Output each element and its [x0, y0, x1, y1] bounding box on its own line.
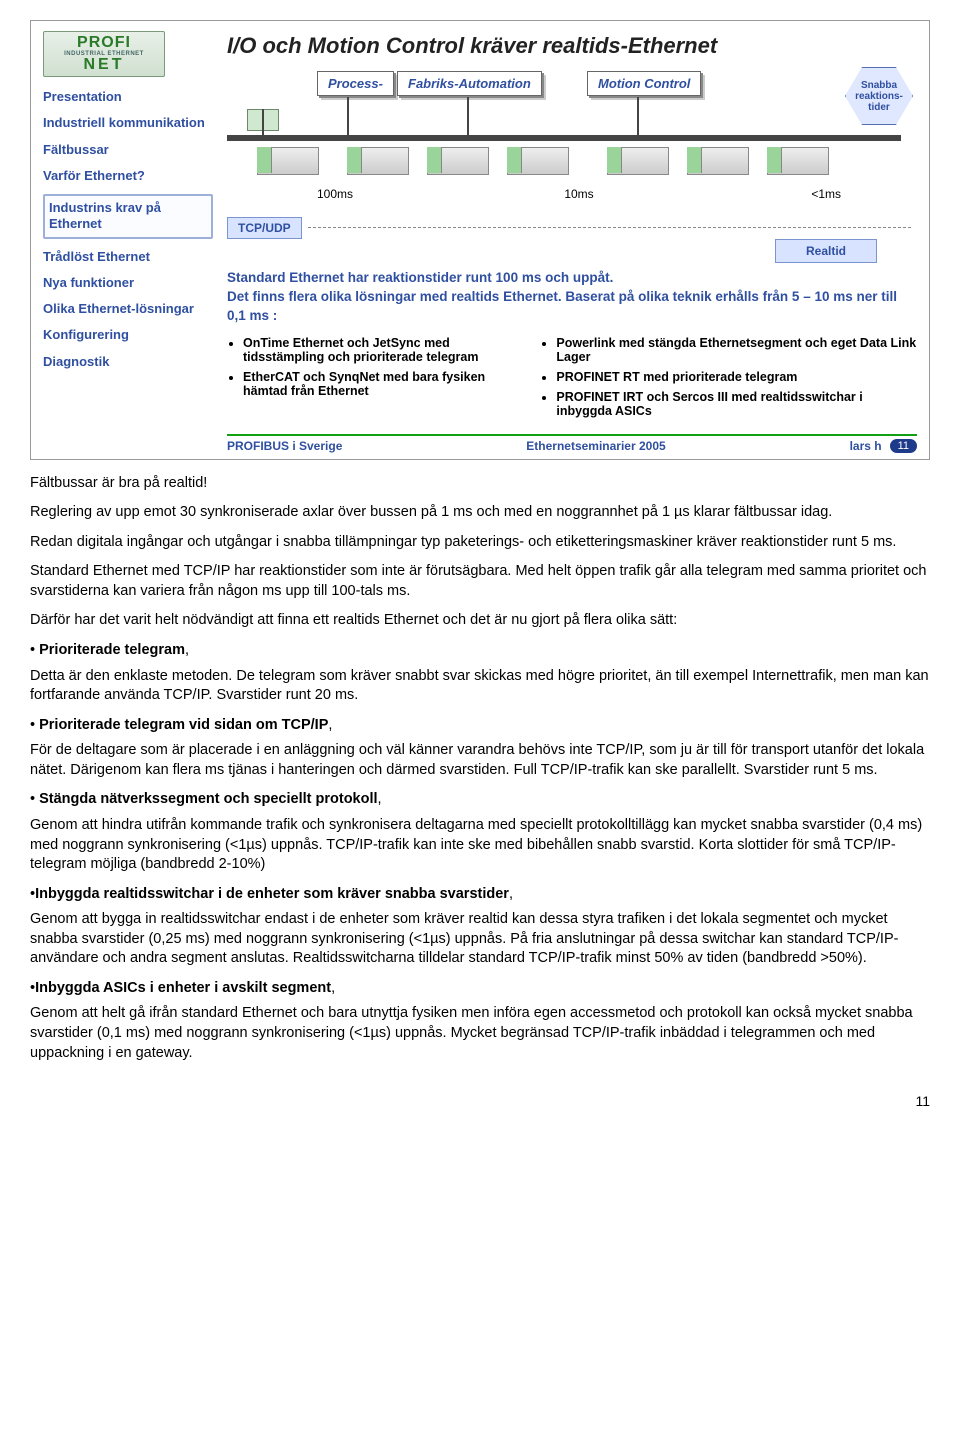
slide-content: I/O och Motion Control kräver realtids-E… [221, 21, 929, 459]
b1-body: Detta är den enklaste metoden. De telegr… [30, 667, 930, 706]
box-fabriks: Fabriks-Automation [397, 71, 542, 96]
left-bullet-list: OnTime Ethernet och JetSync med tidsstäm… [227, 336, 520, 424]
nav-item-2: Fältbussar [43, 142, 213, 158]
hex-badge: Snabba reaktions-tider [845, 67, 913, 125]
tcpudp-box: TCP/UDP [227, 217, 302, 239]
slide-number-badge: 11 [890, 439, 917, 453]
page-number: 11 [30, 1093, 930, 1109]
drop-line [637, 97, 639, 135]
left-bullet-0: OnTime Ethernet och JetSync med tidsstäm… [243, 336, 520, 364]
b4-body: Genom att bygga in realtidsswitchar enda… [30, 910, 930, 969]
nav-item-9: Diagnostik [43, 354, 213, 370]
right-bullet-1: PROFINET RT med prioriterade telegram [556, 370, 917, 384]
para-1: Fältbussar är bra på realtid! [30, 474, 930, 494]
nav-item-1: Industriell kommunikation [43, 115, 213, 131]
footer-left: PROFIBUS i Sverige [227, 439, 342, 453]
plc-icon [257, 147, 319, 175]
bullet-2: • Prioriterade telegram vid sidan om TCP… [30, 716, 930, 736]
footer-right: lars h [850, 439, 882, 453]
right-bullet-0: Powerlink med stängda Ethernetsegment oc… [556, 336, 917, 364]
b3-head: Stängda nätverkssegment och speciellt pr… [39, 791, 377, 807]
b2-head: Prioriterade telegram vid sidan om TCP/I… [39, 717, 328, 733]
box-motion: Motion Control [587, 71, 701, 96]
nav-item-6: Nya funktioner [43, 275, 213, 291]
right-bullet-list: Powerlink med stängda Ethernetsegment oc… [540, 336, 917, 424]
logo-line1: PROFI [77, 35, 131, 51]
profinet-logo: PROFI INDUSTRIAL ETHERNET NET [43, 31, 165, 77]
dashed-arrow [308, 227, 911, 229]
timing-1ms: <1ms [666, 187, 901, 201]
plc-icon [507, 147, 569, 175]
bullet-5: •Inbyggda ASICs i enheter i avskilt segm… [30, 979, 930, 999]
nav-item-7: Olika Ethernet-lösningar [43, 301, 213, 317]
drop-line [467, 97, 469, 135]
bullet-3: • Stängda nätverkssegment och speciellt … [30, 790, 930, 810]
bus-line [227, 135, 901, 141]
plc-icon [687, 147, 749, 175]
b3-body: Genom att hindra utifrån kommande trafik… [30, 816, 930, 875]
nav-item-3: Varför Ethernet? [43, 168, 213, 184]
bullet-4: •Inbyggda realtidsswitchar i de enheter … [30, 885, 930, 905]
bullet-columns: OnTime Ethernet och JetSync med tidsstäm… [227, 336, 917, 424]
drop-line [262, 109, 264, 135]
b5-body: Genom att helt gå ifrån standard Etherne… [30, 1004, 930, 1063]
footer-center: Ethernetseminarier 2005 [342, 439, 849, 453]
para-3: Redan digitala ingångar och utgångar i s… [30, 533, 930, 553]
nav-item-0: Presentation [43, 89, 213, 105]
b2-body: För de deltagare som är placerade i en a… [30, 741, 930, 780]
b5-head: Inbyggda ASICs i enheter i avskilt segme… [35, 980, 331, 996]
blue-line1: Standard Ethernet har reaktionstider run… [227, 270, 613, 285]
blue-line2: Det finns flera olika lösningar med real… [227, 289, 897, 323]
body-text: Fältbussar är bra på realtid! Reglering … [30, 474, 930, 1064]
right-bullet-2: PROFINET IRT och Sercos III med realtids… [556, 390, 917, 418]
plc-icon [767, 147, 829, 175]
nav-item-4: Industrins krav på Ethernet [43, 194, 213, 239]
slide-footer: PROFIBUS i Sverige Ethernetseminarier 20… [227, 434, 917, 453]
blue-paragraph: Standard Ethernet har reaktionstider run… [227, 269, 917, 326]
drop-line [347, 97, 349, 135]
bullet-1: • Prioriterade telegram, [30, 641, 930, 661]
nav-item-8: Konfigurering [43, 327, 213, 343]
slide-nav: PROFI INDUSTRIAL ETHERNET NET Presentati… [31, 21, 221, 459]
plc-icon [347, 147, 409, 175]
b4-head: Inbyggda realtidsswitchar i de enheter s… [35, 886, 509, 902]
left-bullet-1: EtherCAT och SynqNet med bara fysiken hä… [243, 370, 520, 398]
logo-line3: NET [84, 57, 125, 73]
slide-title: I/O och Motion Control kräver realtids-E… [227, 33, 917, 59]
timing-10ms: 10ms [492, 187, 667, 201]
realtid-box: Realtid [775, 239, 877, 263]
para-2: Reglering av upp emot 30 synkroniserade … [30, 503, 930, 523]
slide: PROFI INDUSTRIAL ETHERNET NET Presentati… [30, 20, 930, 460]
nav-item-5: Trådlöst Ethernet [43, 249, 213, 265]
diagram: Snabba reaktions-tider Process- Fabriks-… [227, 69, 917, 209]
plc-icon [427, 147, 489, 175]
plc-icon [607, 147, 669, 175]
b1-head: Prioriterade telegram [39, 642, 185, 658]
box-process: Process- [317, 71, 394, 96]
para-4: Standard Ethernet med TCP/IP har reaktio… [30, 562, 930, 601]
timing-100ms: 100ms [317, 187, 492, 201]
para-5: Därför har det varit helt nödvändigt att… [30, 611, 930, 631]
